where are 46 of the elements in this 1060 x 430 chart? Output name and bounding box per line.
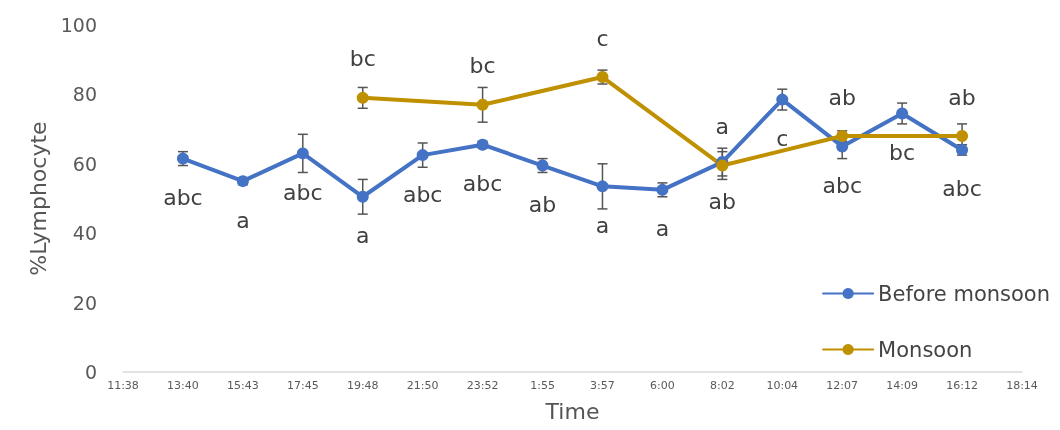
x-axis-title: Time bbox=[544, 398, 600, 424]
x-tick-label: 6:00 bbox=[650, 379, 675, 392]
data-label: a bbox=[715, 114, 730, 140]
data-label: abc bbox=[942, 176, 982, 202]
x-tick-label: 11:38 bbox=[107, 379, 139, 392]
y-tick-label: 40 bbox=[72, 222, 97, 245]
x-tick-label: 1:55 bbox=[530, 379, 555, 392]
data-label: a bbox=[595, 212, 610, 238]
x-tick-label: 21:50 bbox=[406, 379, 439, 392]
y-tick-label: 0 bbox=[84, 361, 97, 383]
x-tick-label: 8:02 bbox=[709, 379, 735, 392]
x-tick-label: 15:43 bbox=[227, 379, 259, 392]
data-label: abc bbox=[163, 185, 203, 211]
data-label: a bbox=[236, 207, 250, 233]
data-label: ab bbox=[708, 188, 737, 214]
x-tick-label: 23:52 bbox=[466, 379, 499, 392]
data-label: abc bbox=[402, 181, 443, 207]
y-tick-label: 60 bbox=[72, 152, 97, 175]
data-label: a bbox=[655, 216, 670, 242]
x-tick-label: 13:40 bbox=[167, 379, 199, 392]
y-axis-title: %Lymphocyte bbox=[26, 121, 52, 276]
x-tick-label: 17:45 bbox=[286, 379, 319, 392]
x-tick-label: 12:07 bbox=[826, 379, 859, 392]
x-tick-label: 3:57 bbox=[590, 379, 615, 392]
x-tick-label: 18:14 bbox=[1006, 379, 1038, 392]
data-label: abc bbox=[822, 172, 862, 198]
y-tick-label: 20 bbox=[72, 291, 97, 314]
data-label: bc bbox=[349, 46, 376, 72]
legend-label: Monsoon bbox=[878, 337, 973, 362]
data-label: ab bbox=[528, 192, 557, 218]
x-tick-label: 19:48 bbox=[346, 379, 379, 392]
data-label: abc bbox=[462, 171, 503, 197]
legend-label: Before monsoon bbox=[878, 281, 1051, 306]
data-label: bc bbox=[889, 139, 916, 165]
y-tick-label: 100 bbox=[60, 14, 97, 36]
data-label: ab bbox=[828, 84, 856, 110]
data-label: a bbox=[355, 223, 370, 249]
data-label: abc bbox=[283, 179, 323, 205]
data-label: c bbox=[776, 126, 789, 152]
data-label: c bbox=[596, 25, 609, 51]
y-tick-label: 80 bbox=[72, 83, 97, 106]
x-tick-label: 16:12 bbox=[946, 379, 978, 392]
data-label: bc bbox=[469, 53, 496, 79]
x-tick-label: 10:04 bbox=[766, 379, 799, 392]
x-tick-label: 14:09 bbox=[886, 379, 918, 392]
data-label: ab bbox=[948, 84, 976, 110]
